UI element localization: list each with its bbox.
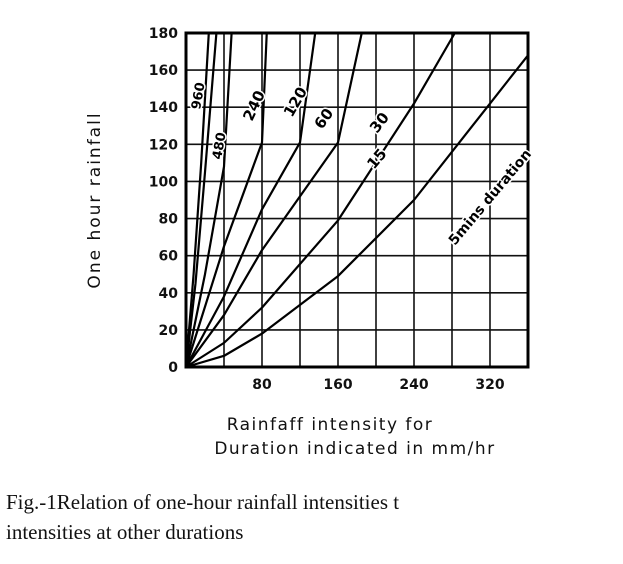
series-line-60 [185,32,317,368]
y-tick-label: 100 [149,174,178,190]
series-line-240 [184,32,233,368]
series-label: 30 [366,109,393,137]
x-tick-label: 80 [252,377,272,393]
x-axis-label-line-1: Rainfaff intensity for [227,415,434,435]
x-tick-label: 240 [399,377,428,393]
series-label: 15 [363,145,390,173]
y-axis-label: One hour rainfall [85,111,105,288]
y-tick-label: 20 [159,323,179,339]
chart: 0 20 40 60 80 100 120 140 160 180 80 160 240 320 One h… [85,26,537,459]
y-tick-label: 120 [149,137,178,153]
series-label: 480 [210,131,229,160]
y-tick-label: 80 [159,212,179,228]
series-line-5mins-duration [185,54,529,369]
y-tick-label: 140 [149,100,178,116]
y-tick-label: 0 [168,360,178,376]
series-line-15 [185,32,456,368]
x-axis-label-line-2: Duration indicated in mm/hr [214,439,495,459]
y-tick-label: 160 [149,63,178,79]
series-label: 960 [189,81,208,110]
series-line-480 [184,32,218,368]
x-tick-label: 320 [475,377,504,393]
caption-line-1: Fig.-1Relation of one-hour rainfall inte… [6,490,400,514]
series-line-960 [184,32,210,368]
series-label: 60 [311,105,338,132]
x-tick-label: 160 [323,377,352,393]
y-tick-label: 40 [159,286,179,302]
y-tick-label: 60 [159,249,179,265]
y-tick-label: 180 [149,26,178,42]
caption-line-2: intensities at other durations [6,520,244,544]
plot-frame [184,31,530,369]
series-line-120 [184,32,268,368]
series-line-30 [185,32,363,368]
